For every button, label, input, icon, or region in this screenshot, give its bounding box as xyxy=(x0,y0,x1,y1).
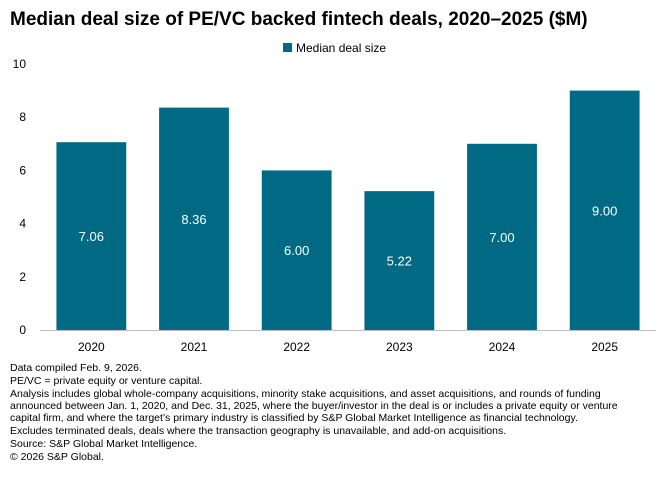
y-tick-label: 2 xyxy=(19,270,26,284)
x-tick-label: 2021 xyxy=(181,340,208,354)
footnote-exclusions: Excludes terminated deals, deals where t… xyxy=(10,425,507,437)
x-tick-label: 2025 xyxy=(591,340,618,354)
y-tick-label: 8 xyxy=(19,110,26,124)
legend-swatch xyxy=(283,43,292,52)
bar xyxy=(569,90,640,330)
data-label: 9.00 xyxy=(592,203,617,218)
chart-title: Median deal size of PE/VC backed fintech… xyxy=(10,9,588,30)
data-label: 7.00 xyxy=(489,230,514,245)
y-tick-label: 6 xyxy=(19,163,26,177)
bar xyxy=(56,142,127,330)
x-tick-label: 2022 xyxy=(283,340,310,354)
bar xyxy=(364,191,435,330)
data-label: 8.36 xyxy=(181,212,206,227)
data-label: 7.06 xyxy=(79,229,104,244)
footnote-copyright: © 2026 S&P Global. xyxy=(10,451,104,463)
y-tick-label: 10 xyxy=(13,57,27,71)
data-label: 6.00 xyxy=(284,243,309,258)
footnote-date: Data compiled Feb. 9, 2026. xyxy=(10,362,142,374)
bar xyxy=(261,170,332,330)
footnote-source: Source: S&P Global Market Intelligence. xyxy=(10,438,198,450)
x-tick-label: 2023 xyxy=(386,340,413,354)
footnotes: Data compiled Feb. 9, 2026. PE/VC = priv… xyxy=(10,362,650,464)
data-label: 5.22 xyxy=(387,254,412,269)
y-tick-label: 0 xyxy=(19,323,26,337)
x-tick-label: 2020 xyxy=(78,340,105,354)
y-tick-label: 4 xyxy=(19,217,26,231)
footnote-methodology: Analysis includes global whole-company a… xyxy=(10,388,618,424)
bar-chart: 0 2 4 6 8 10 7.06 2020 8.36 2021 6.00 2022 5.22 2023 7… xyxy=(13,41,656,354)
x-tick-label: 2024 xyxy=(489,340,516,354)
footnote-definition: PE/VC = private equity or venture capita… xyxy=(10,375,203,387)
legend-label: Median deal size xyxy=(296,41,386,55)
bar xyxy=(467,143,537,330)
bar xyxy=(159,107,229,331)
